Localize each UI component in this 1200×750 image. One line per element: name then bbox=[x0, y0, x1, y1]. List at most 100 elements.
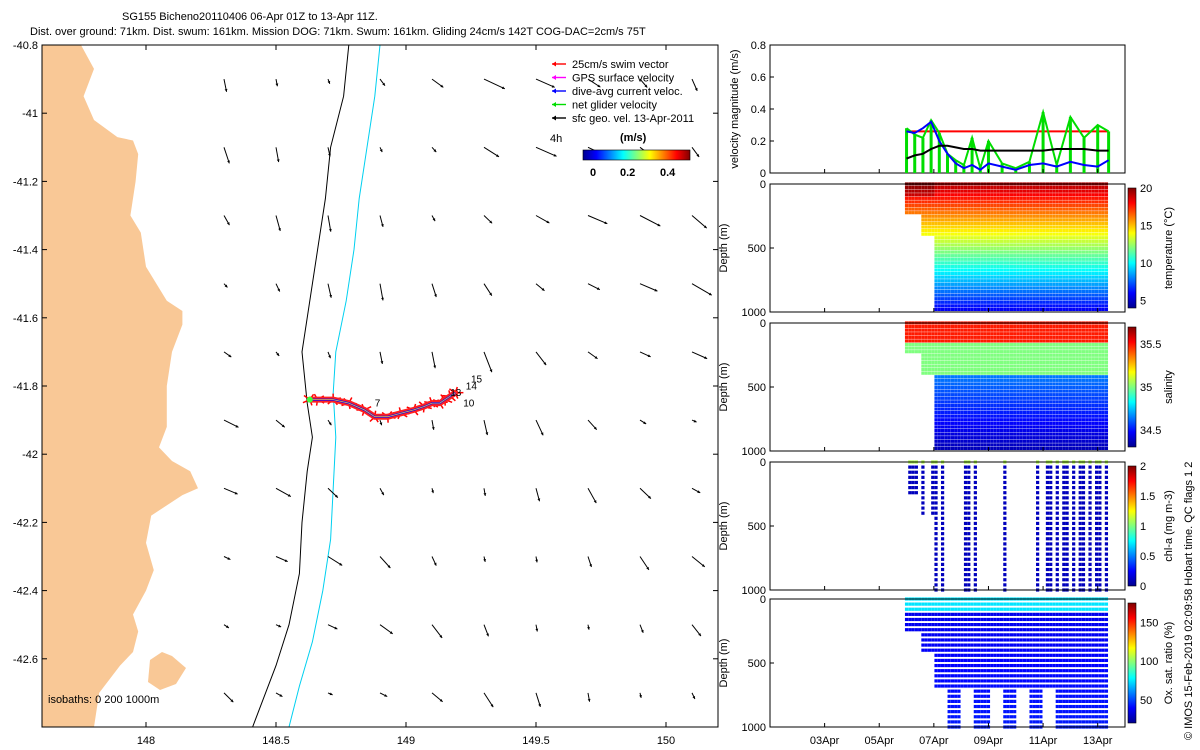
profile-sample bbox=[1026, 400, 1030, 404]
profile-sample bbox=[1019, 250, 1023, 254]
profile-sample bbox=[990, 214, 994, 218]
y-tick-label: 1000 bbox=[742, 446, 766, 458]
profile-sample bbox=[1101, 378, 1105, 382]
profile-sample bbox=[954, 286, 958, 290]
profile-sample bbox=[1052, 246, 1056, 251]
profile-sample bbox=[1016, 353, 1020, 357]
profile-sample bbox=[967, 289, 971, 294]
profile-sample bbox=[967, 521, 971, 526]
profile-sample bbox=[1101, 364, 1105, 368]
profile-sample bbox=[947, 279, 951, 283]
arrow-icon bbox=[691, 78, 698, 92]
profile-sample bbox=[1016, 324, 1020, 329]
profile-sample bbox=[967, 360, 971, 365]
profile-sample bbox=[996, 200, 1000, 204]
profile-sample bbox=[1065, 496, 1069, 500]
profile-sample bbox=[973, 289, 977, 294]
profile-sample bbox=[934, 272, 938, 276]
profile-sample bbox=[927, 346, 932, 350]
profile-sample bbox=[1003, 207, 1007, 211]
profile-sample bbox=[934, 328, 938, 332]
profile-sample bbox=[1075, 403, 1079, 408]
profile-sample bbox=[931, 346, 935, 350]
profile-sample bbox=[940, 339, 945, 343]
profile-sample bbox=[947, 300, 951, 304]
profile-sample bbox=[1022, 439, 1027, 443]
profile-sample bbox=[1085, 335, 1089, 339]
profile-sample bbox=[960, 385, 964, 390]
profile-sample bbox=[1009, 342, 1013, 347]
profile-sample bbox=[1009, 261, 1013, 265]
profile-sample bbox=[904, 607, 909, 611]
profile-sample bbox=[1016, 443, 1020, 447]
profile-sample bbox=[914, 607, 918, 611]
profile-sample bbox=[1072, 297, 1076, 301]
profile-sample bbox=[1095, 480, 1099, 485]
profile-sample bbox=[1078, 279, 1082, 283]
profile-sample bbox=[1091, 436, 1095, 440]
profile-sample bbox=[996, 261, 1000, 265]
profile-sample bbox=[996, 350, 1000, 354]
profile-sample bbox=[980, 268, 984, 272]
profile-sample bbox=[1009, 385, 1013, 390]
profile-sample bbox=[1095, 425, 1099, 429]
arrow-icon bbox=[535, 556, 539, 563]
profile-sample bbox=[937, 189, 941, 193]
profile-sample bbox=[1022, 268, 1027, 272]
profile-sample bbox=[1068, 203, 1072, 208]
profile-sample bbox=[921, 357, 925, 361]
profile-sample bbox=[934, 407, 938, 411]
profile-sample bbox=[1052, 371, 1056, 375]
profile-sample bbox=[1085, 275, 1089, 279]
profile-sample bbox=[1029, 261, 1033, 265]
profile-sample bbox=[1013, 239, 1017, 243]
profile-sample bbox=[1006, 239, 1010, 243]
profile-sample bbox=[954, 400, 958, 404]
profile-sample bbox=[986, 207, 991, 211]
profile-sample bbox=[1006, 261, 1010, 265]
profile-sample bbox=[1104, 279, 1109, 283]
profile-sample bbox=[937, 443, 941, 447]
profile-sample bbox=[1068, 207, 1072, 211]
profile-sample bbox=[1088, 562, 1092, 566]
profile-sample bbox=[940, 501, 945, 505]
profile-sample bbox=[937, 602, 941, 606]
profile-sample bbox=[1026, 342, 1030, 347]
profile-sample bbox=[947, 203, 951, 208]
profile-sample bbox=[1104, 214, 1109, 218]
profile-sample bbox=[931, 648, 935, 652]
profile-sample bbox=[1032, 207, 1036, 211]
profile-sample bbox=[967, 307, 971, 312]
profile-sample bbox=[1026, 293, 1030, 297]
profile-sample bbox=[963, 526, 968, 531]
profile-sample bbox=[967, 562, 971, 566]
profile-sample bbox=[1091, 268, 1095, 272]
profile-sample bbox=[1095, 196, 1099, 200]
profile-sample bbox=[940, 557, 945, 561]
profile-sample bbox=[937, 246, 941, 251]
profile-sample bbox=[1019, 257, 1023, 261]
profile-sample bbox=[973, 243, 977, 247]
profile-sample bbox=[1006, 335, 1010, 339]
arrow-icon bbox=[691, 487, 701, 494]
profile-sample bbox=[1036, 357, 1040, 361]
y-tick-label: -40.8 bbox=[13, 40, 38, 52]
profile-sample bbox=[1003, 411, 1007, 415]
profile-sample bbox=[950, 268, 955, 272]
profile-sample bbox=[940, 360, 945, 365]
profile-sample bbox=[1003, 300, 1007, 304]
profile-sample bbox=[1045, 403, 1050, 408]
profile-sample bbox=[1055, 289, 1059, 294]
profile-sample bbox=[1098, 304, 1102, 308]
profile-sample bbox=[1055, 400, 1059, 404]
profile-sample bbox=[1042, 418, 1046, 422]
profile-sample bbox=[1078, 236, 1082, 240]
profile-sample bbox=[1049, 400, 1053, 404]
profile-sample bbox=[1072, 257, 1076, 261]
profile-sample bbox=[1072, 542, 1076, 546]
profile-sample bbox=[1016, 396, 1020, 400]
profile-sample bbox=[1029, 339, 1033, 343]
profile-sample bbox=[904, 617, 909, 622]
profile-sample bbox=[904, 185, 909, 190]
profile-sample bbox=[960, 300, 964, 304]
